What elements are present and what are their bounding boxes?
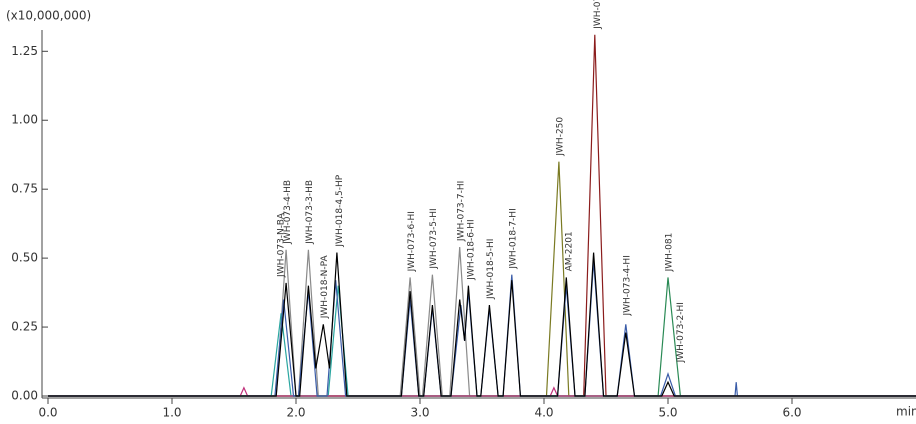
peak-label: JWH-018-N-PA	[320, 254, 330, 319]
x-axis-label: min	[896, 405, 916, 419]
peak-label: JWH-073-4-HB	[283, 180, 293, 245]
peak-label: JWH-073-2-HI	[676, 302, 686, 363]
y-tick-label: 0.00	[11, 389, 38, 403]
peak-label: JWH-018-5-HI	[486, 239, 496, 300]
trace	[48, 252, 916, 397]
x-tick-label: 6.0	[782, 406, 801, 420]
peak-label: JWH-073-3-HB	[305, 180, 315, 245]
trace	[48, 260, 916, 397]
x-tick-label: 1.0	[162, 406, 181, 420]
peak-label: JWH-018-4,5-HP	[335, 174, 345, 247]
y-tick-label: 1.25	[11, 44, 38, 58]
peak-label: JWH-018-6-HI	[466, 219, 476, 280]
peak-label: AM-2201	[564, 231, 574, 271]
peak-label: JWH-018-7-HI	[509, 208, 519, 269]
peak-label: JWH-073-N-BA	[277, 212, 287, 278]
x-tick-label: 3.0	[410, 406, 429, 420]
peak-label: JWH-073-7-HI	[456, 181, 466, 242]
peak-label: JWH-250	[556, 117, 566, 157]
peak-label: JWH-073	[593, 0, 603, 30]
y-tick-label: 0.50	[11, 251, 38, 265]
x-tick-label: 0.0	[38, 406, 57, 420]
y-tick-label: 0.75	[11, 182, 38, 196]
x-tick-label: 5.0	[658, 406, 677, 420]
x-tick-label: 4.0	[534, 406, 553, 420]
peak-label: JWH-081	[665, 233, 675, 273]
peak-label: JWH-073-6-HI	[407, 211, 417, 272]
trace	[48, 161, 916, 397]
x-tick-label: 2.0	[286, 406, 305, 420]
peak-label: JWH-073-4-HI	[623, 255, 633, 316]
trace	[48, 247, 916, 397]
peak-label: JWH-073-5-HI	[429, 208, 439, 269]
y-unit-label: (x10,000,000)	[6, 9, 91, 23]
y-tick-label: 0.25	[11, 320, 38, 334]
trace	[48, 34, 916, 397]
y-tick-label: 1.00	[11, 113, 38, 127]
